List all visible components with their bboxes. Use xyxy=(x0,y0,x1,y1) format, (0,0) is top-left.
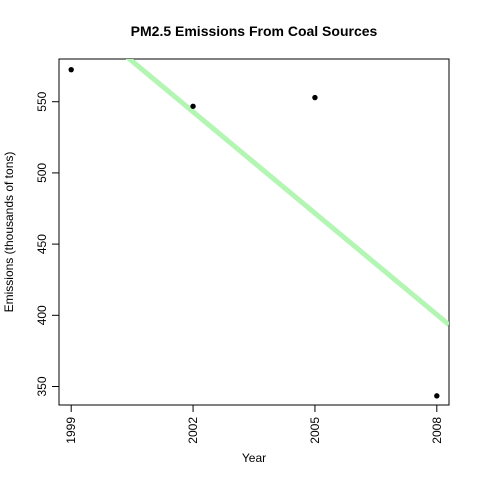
chart-title: PM2.5 Emissions From Coal Sources xyxy=(131,23,378,39)
y-axis: 350 400 450 500 550 xyxy=(35,91,60,397)
y-axis-label: Emissions (thousands of tons) xyxy=(2,152,16,313)
x-axis-label: Year xyxy=(242,451,266,465)
trend-line xyxy=(125,59,449,327)
x-tick-label: 2005 xyxy=(308,417,322,444)
y-tick-label: 450 xyxy=(35,234,49,254)
data-point xyxy=(68,66,74,73)
y-tick-label: 500 xyxy=(35,163,49,183)
x-axis: 1999 2002 2005 2008 xyxy=(64,404,444,444)
x-tick-label: 1999 xyxy=(64,417,78,444)
data-point xyxy=(312,94,318,101)
y-tick-label: 400 xyxy=(35,305,49,325)
y-tick-label: 550 xyxy=(35,91,49,111)
x-tick-label: 2008 xyxy=(430,417,444,444)
plot-area xyxy=(58,58,450,406)
data-point xyxy=(190,103,196,109)
x-tick-label: 2002 xyxy=(186,417,200,444)
data-point xyxy=(434,393,440,399)
y-tick-label: 350 xyxy=(35,376,49,396)
